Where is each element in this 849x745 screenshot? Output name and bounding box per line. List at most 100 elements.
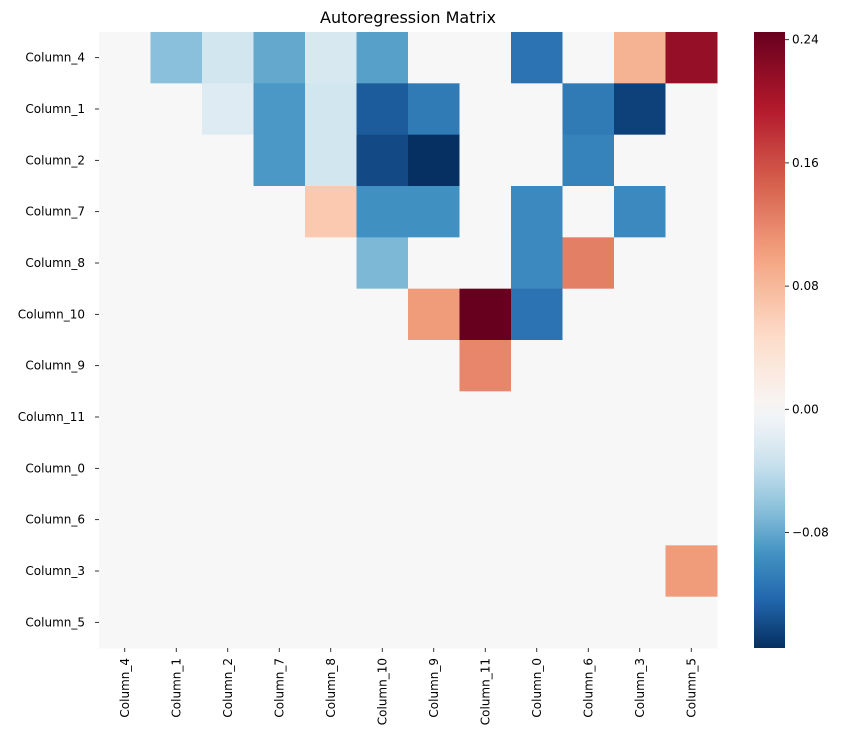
- heatmap-cell: [511, 442, 563, 495]
- heatmap-cell: [202, 545, 254, 598]
- heatmap-cell: [253, 288, 306, 341]
- heatmap-cell: [99, 340, 151, 392]
- heatmap-cell: [99, 494, 151, 546]
- heatmap-cell: [614, 83, 666, 136]
- heatmap-cell: [202, 32, 254, 84]
- column-tick-label: Column_11: [478, 658, 492, 725]
- heatmap-cell: [356, 596, 409, 649]
- heatmap-cell: [408, 494, 460, 546]
- row-tick-label: Column_3: [25, 564, 85, 578]
- heatmap-cell: [614, 391, 666, 444]
- heatmap-cell: [99, 545, 151, 598]
- heatmap-cell: [408, 32, 460, 84]
- colorbar-tick-label: −0.08: [792, 526, 829, 540]
- heatmap-cell: [562, 134, 615, 187]
- heatmap-cell: [356, 237, 409, 290]
- heatmap-cell: [511, 237, 563, 290]
- heatmap-cells: [99, 32, 718, 649]
- heatmap-cell: [150, 288, 203, 341]
- heatmap-cell: [665, 83, 718, 136]
- heatmap-cell: [305, 340, 357, 392]
- heatmap-cell: [305, 83, 357, 136]
- heatmap-cell: [356, 494, 409, 546]
- heatmap-cell: [253, 83, 306, 136]
- heatmap-cell: [614, 340, 666, 392]
- heatmap-cell: [665, 32, 718, 84]
- row-tick-label: Column_10: [18, 307, 85, 321]
- heatmap-cell: [614, 237, 666, 290]
- heatmap-cell: [614, 442, 666, 495]
- heatmap-cell: [459, 83, 512, 136]
- heatmap-cell: [305, 237, 357, 290]
- heatmap-cell: [408, 545, 460, 598]
- row-tick-labels: Column_4 Column_1 Column_2 Column_7 Column_8…: [18, 51, 99, 629]
- heatmap-cell: [562, 32, 615, 84]
- heatmap-cell: [408, 186, 460, 238]
- column-tick-label: Column_0: [530, 658, 544, 718]
- colorbar-tick-label: 0.16: [792, 156, 819, 170]
- heatmap-cell: [511, 83, 563, 136]
- row-tick-label: Column_5: [25, 615, 85, 629]
- colorbar-tick-label: 0.08: [792, 279, 819, 293]
- heatmap-cell: [408, 391, 460, 444]
- heatmap-cell: [562, 340, 615, 392]
- heatmap-cell: [562, 83, 615, 136]
- heatmap-cell: [202, 83, 254, 136]
- heatmap-cell: [99, 32, 151, 84]
- column-tick-label: Column_4: [118, 658, 132, 718]
- heatmap-cell: [253, 134, 306, 187]
- heatmap-cell: [99, 596, 151, 649]
- heatmap-cell: [614, 32, 666, 84]
- heatmap-cell: [614, 288, 666, 341]
- heatmap-cell: [202, 442, 254, 495]
- heatmap-cell: [253, 340, 306, 392]
- heatmap-cell: [253, 442, 306, 495]
- heatmap-cell: [253, 32, 306, 84]
- column-tick-label: Column_8: [324, 658, 338, 718]
- heatmap-cell: [511, 288, 563, 341]
- heatmap-cell: [99, 391, 151, 444]
- heatmap-cell: [253, 391, 306, 444]
- heatmap-cell: [614, 134, 666, 187]
- heatmap-cell: [614, 545, 666, 598]
- heatmap-cell: [562, 288, 615, 341]
- heatmap-cell: [665, 186, 718, 238]
- row-tick-label: Column_9: [25, 359, 85, 373]
- heatmap-cell: [305, 545, 357, 598]
- heatmap-cell: [459, 494, 512, 546]
- heatmap-cell: [202, 596, 254, 649]
- column-tick-label: Column_6: [581, 658, 595, 718]
- heatmap-cell: [408, 237, 460, 290]
- heatmap-cell: [562, 186, 615, 238]
- heatmap-cell: [562, 494, 615, 546]
- heatmap-cell: [253, 494, 306, 546]
- heatmap-cell: [511, 494, 563, 546]
- heatmap-cell: [459, 288, 512, 341]
- heatmap-cell: [253, 186, 306, 238]
- colorbar-tick-label: 0.24: [792, 33, 819, 47]
- heatmap-cell: [202, 134, 254, 187]
- column-tick-label: Column_5: [684, 658, 698, 718]
- heatmap-cell: [150, 494, 203, 546]
- row-tick-label: Column_1: [25, 102, 85, 116]
- heatmap-cell: [459, 186, 512, 238]
- row-tick-label: Column_0: [25, 461, 85, 475]
- heatmap-cell: [511, 545, 563, 598]
- row-tick-label: Column_6: [25, 513, 85, 527]
- heatmap-cell: [305, 494, 357, 546]
- colorbar-gradient: [754, 32, 785, 648]
- heatmap-cell: [99, 288, 151, 341]
- row-tick-label: Column_2: [25, 153, 85, 167]
- heatmap-cell: [150, 237, 203, 290]
- heatmap-cell: [511, 596, 563, 649]
- heatmap-cell: [511, 391, 563, 444]
- heatmap-cell: [665, 134, 718, 187]
- heatmap-cell: [459, 340, 512, 392]
- heatmap-cell: [202, 494, 254, 546]
- heatmap-cell: [614, 186, 666, 238]
- heatmap-cell: [305, 596, 357, 649]
- heatmap-cell: [356, 340, 409, 392]
- heatmap-cell: [408, 596, 460, 649]
- heatmap-cell: [614, 596, 666, 649]
- column-tick-label: Column_1: [169, 658, 183, 718]
